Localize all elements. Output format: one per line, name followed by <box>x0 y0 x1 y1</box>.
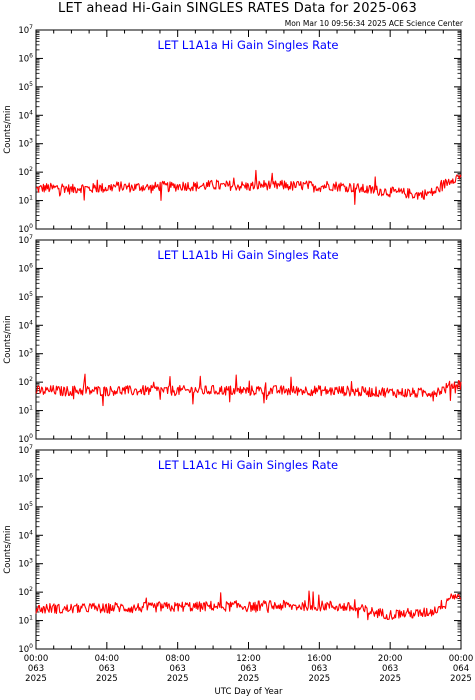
y-tick-label: 103 <box>18 558 33 570</box>
plot-frame <box>35 449 462 650</box>
y-tick-label: 101 <box>18 195 33 207</box>
y-tick-label: 107 <box>18 234 33 246</box>
plot-frame <box>35 29 462 230</box>
y-tick-label: 106 <box>18 472 33 484</box>
y-axis-label: Counts/min <box>3 525 13 574</box>
panel-title: LET L1A1c Hi Gain Singles Rate <box>158 458 338 472</box>
y-tick-label: 103 <box>18 348 33 360</box>
x-tick-time: 20:00 <box>378 654 403 664</box>
y-tick-label: 104 <box>18 529 33 541</box>
y-tick-label: 105 <box>18 291 33 303</box>
x-tick-time: 16:00 <box>307 654 332 664</box>
x-tick-time: 12:00 <box>236 654 261 664</box>
y-tick-label: 107 <box>18 444 33 456</box>
plot-frame <box>35 239 462 440</box>
x-axis-label: UTC Day of Year <box>215 687 283 697</box>
x-tick-year: 2025 <box>450 674 472 684</box>
x-tick-time: 04:00 <box>95 654 120 664</box>
panel-title: LET L1A1a Hi Gain Singles Rate <box>158 38 339 52</box>
generation-timestamp: Mon Mar 10 09:56:34 2025 ACE Science Cen… <box>284 19 463 28</box>
y-tick-label: 104 <box>18 109 33 121</box>
x-tick-doy: 063 <box>240 664 256 674</box>
y-tick-label: 101 <box>18 405 33 417</box>
x-tick-doy: 063 <box>311 664 327 674</box>
x-tick-year: 2025 <box>96 674 118 684</box>
x-tick-doy: 063 <box>99 664 115 674</box>
panel-title: LET L1A1b Hi Gain Singles Rate <box>157 248 338 262</box>
y-tick-label: 105 <box>18 501 33 513</box>
x-tick-year: 2025 <box>309 674 331 684</box>
x-tick-year: 2025 <box>25 674 47 684</box>
y-tick-label: 102 <box>18 586 33 598</box>
x-tick-year: 2025 <box>238 674 260 684</box>
y-axis-label: Counts/min <box>3 105 13 154</box>
data-series-line <box>35 373 462 407</box>
x-tick-year: 2025 <box>167 674 189 684</box>
y-tick-label: 102 <box>18 166 33 178</box>
x-tick-time: 08:00 <box>165 654 190 664</box>
y-tick-label: 107 <box>18 24 33 36</box>
y-axis-label: Counts/min <box>3 315 13 364</box>
x-tick-doy: 064 <box>453 664 469 674</box>
x-tick-time: 00:00 <box>24 654 49 664</box>
data-series-line <box>35 169 462 205</box>
x-tick-time: 00:00 <box>449 654 474 664</box>
x-tick-doy: 063 <box>28 664 44 674</box>
y-tick-label: 103 <box>18 138 33 150</box>
y-tick-label: 106 <box>18 52 33 64</box>
data-series-line <box>35 590 461 621</box>
y-tick-label: 102 <box>18 376 33 388</box>
page-title: LET ahead Hi-Gain SINGLES RATES Data for… <box>58 1 417 16</box>
x-tick-year: 2025 <box>379 674 401 684</box>
x-tick-doy: 063 <box>382 664 398 674</box>
y-tick-label: 104 <box>18 319 33 331</box>
y-tick-label: 106 <box>18 262 33 274</box>
x-tick-doy: 063 <box>170 664 186 674</box>
y-tick-label: 105 <box>18 81 33 93</box>
y-tick-label: 101 <box>18 615 33 627</box>
